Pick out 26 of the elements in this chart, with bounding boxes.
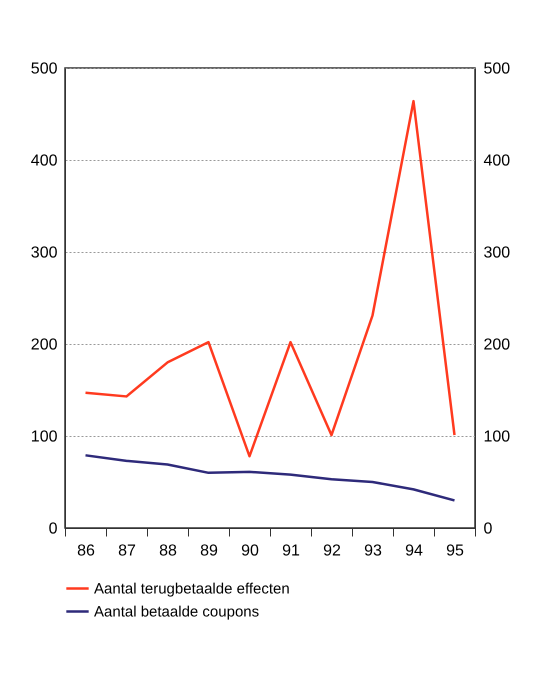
y-tick-label: 500	[30, 60, 58, 78]
x-tick-label: 90	[241, 542, 259, 560]
y-tick-label: 200	[30, 336, 58, 354]
legend-label: Aantal betaalde coupons	[94, 604, 260, 620]
y2-tick-label: 300	[484, 244, 510, 262]
x-tick-label: 93	[364, 542, 382, 560]
x-tick-label: 94	[405, 542, 423, 560]
x-tick-label: 88	[159, 542, 177, 560]
x-tick-label: 87	[118, 542, 136, 560]
x-tick-label: 92	[323, 542, 341, 560]
line-series	[84, 454, 456, 502]
x-tick-label: 95	[446, 542, 464, 560]
y2-tick-label: 100	[484, 428, 510, 446]
y-tick-label: 300	[30, 244, 58, 262]
x-tick-label: 86	[77, 542, 95, 560]
y2-tick-label: 500	[484, 60, 510, 78]
y-tick-label: 0	[48, 520, 58, 538]
y2-tick-label: 400	[484, 152, 510, 170]
x-tick-label: 89	[200, 542, 218, 560]
x-tick-label: 91	[282, 542, 300, 560]
y2-tick-label: 200	[484, 336, 510, 354]
legend-label: Aantal terugbetaalde effecten	[94, 580, 290, 598]
line-series	[84, 100, 456, 458]
y-tick-label: 400	[30, 152, 58, 170]
y-tick-label: 100	[30, 428, 58, 446]
y2-tick-label: 0	[484, 520, 492, 538]
